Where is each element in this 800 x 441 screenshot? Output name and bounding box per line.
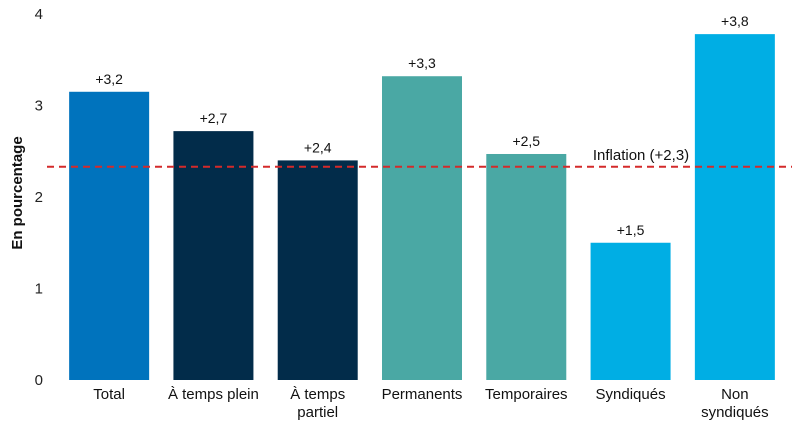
category-label: À temps plein xyxy=(168,386,259,403)
bar xyxy=(486,153,567,380)
data-label: +1,5 xyxy=(617,222,645,238)
y-axis-ticks: 0 1 2 3 4 xyxy=(35,6,43,389)
bar xyxy=(694,34,775,380)
y-axis-label: En pourcentage xyxy=(9,136,26,249)
bar xyxy=(277,160,358,380)
category-label: Syndiqués xyxy=(596,386,666,403)
bar xyxy=(382,76,462,380)
category-label: Temporaires xyxy=(485,386,568,403)
data-label: +2,5 xyxy=(512,133,540,149)
data-labels: +3,2 +2,7 +2,4 +3,3 +2,5 +1,5 +3,8 xyxy=(95,13,749,238)
y-tick-label: 3 xyxy=(35,98,43,115)
category-label: À temps xyxy=(290,386,345,403)
inflation-label: Inflation (+2,3) xyxy=(593,147,689,164)
y-tick-label: 4 xyxy=(35,6,43,23)
data-label: +2,7 xyxy=(200,110,228,126)
data-label: +2,4 xyxy=(304,139,332,155)
y-tick-label: 0 xyxy=(35,372,43,389)
category-label: syndiqués xyxy=(701,404,769,421)
data-label: +3,3 xyxy=(408,55,436,71)
data-label: +3,2 xyxy=(95,71,123,87)
bars xyxy=(69,34,775,381)
category-label: Non xyxy=(721,386,749,403)
category-label: Permanents xyxy=(382,386,463,403)
category-label: Total xyxy=(93,386,125,403)
data-label: +3,8 xyxy=(721,13,749,29)
y-tick-label: 1 xyxy=(35,281,43,298)
bar xyxy=(173,131,254,380)
category-label: partiel xyxy=(297,404,338,421)
bar xyxy=(69,91,150,381)
bar xyxy=(590,242,671,380)
y-tick-label: 2 xyxy=(35,189,43,206)
